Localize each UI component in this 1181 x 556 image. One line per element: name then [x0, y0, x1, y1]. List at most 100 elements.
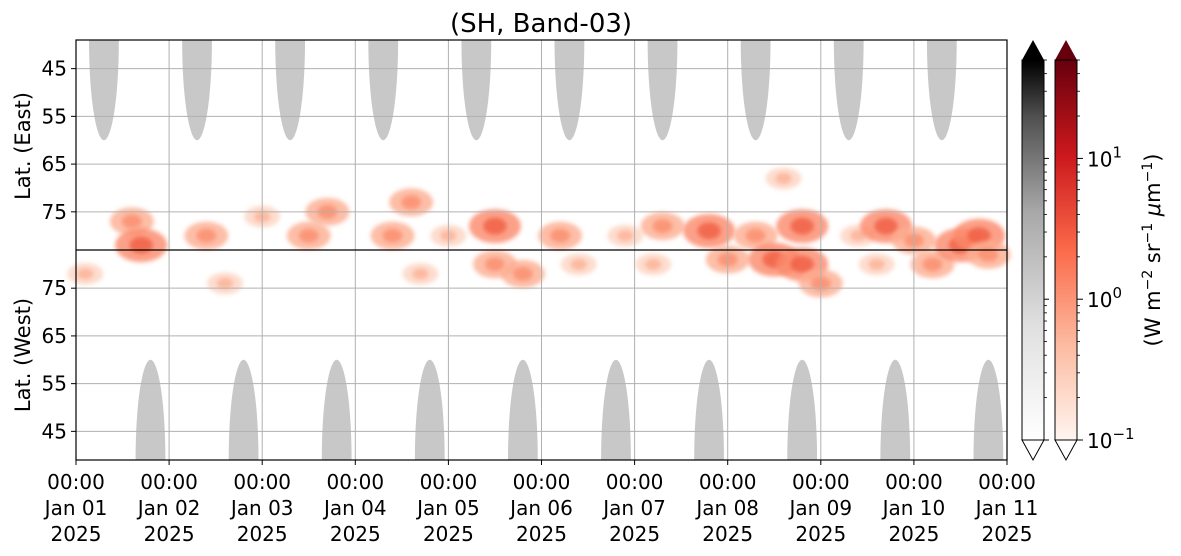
x-tick-time: 00:00 [792, 470, 850, 494]
night-mask-east [182, 40, 212, 141]
y-tick-label: 65 [42, 152, 67, 176]
x-tick-date: Jan 05 [415, 496, 480, 520]
plot-area [67, 40, 1011, 460]
colorbar-tick-exponent: −1 [1112, 425, 1134, 443]
emission-cluster-core [868, 258, 885, 270]
night-mask-west [973, 359, 1004, 460]
x-tick-year: 2025 [982, 522, 1033, 546]
y-ticks: 45 55 65 75 75 65 55 45 [42, 57, 76, 443]
y-tick-label: 45 [42, 57, 67, 81]
night-mask-east [554, 40, 585, 141]
colorbars [1021, 40, 1078, 462]
emission-cluster-core [216, 277, 234, 289]
emission-cluster-core [617, 230, 634, 242]
emission-cluster-core [570, 258, 587, 270]
night-mask-west [135, 359, 166, 460]
night-mask-west [414, 359, 445, 460]
y-tick-label: 65 [42, 324, 67, 348]
x-tick-time: 00:00 [699, 470, 757, 494]
emission-cluster-core [512, 266, 533, 281]
emission-cluster-core [775, 172, 792, 184]
x-tick-date: Jan 07 [601, 496, 666, 520]
x-tick-time: 00:00 [606, 470, 664, 494]
colorbar-tick-label: 101 [1087, 143, 1122, 171]
emission-cluster-core [645, 258, 662, 270]
night-mask-west [787, 359, 818, 460]
emission-cluster-core [978, 247, 999, 262]
y-axis-label-west: Lat. (West) [11, 298, 35, 412]
emission-cluster-core [412, 268, 429, 280]
emission-cluster-core [196, 228, 217, 243]
emission-cluster-core [745, 228, 766, 243]
x-tick-date: Jan 09 [787, 496, 852, 520]
emission-cluster-core [121, 214, 142, 229]
night-mask-east [647, 40, 678, 141]
night-mask-east [833, 40, 864, 141]
x-tick-time: 00:00 [233, 470, 291, 494]
x-tick-time: 00:00 [978, 470, 1036, 494]
x-tick-year: 2025 [795, 522, 846, 546]
night-mask-west [880, 359, 911, 460]
colorbar-label-exp2: −1 [1140, 223, 1156, 244]
emission-cluster-core [790, 217, 814, 235]
x-tick-time: 00:00 [140, 470, 198, 494]
emission-cluster-core [790, 255, 814, 273]
chart-title: (SH, Band-03) [450, 9, 632, 39]
emission-cluster-core [77, 268, 94, 280]
colorbar-label-text: m [1141, 182, 1165, 202]
night-mask-east [368, 40, 399, 141]
night-mask-east [926, 40, 957, 141]
y-tick-label: 45 [42, 419, 67, 443]
x-tick-year: 2025 [423, 522, 474, 546]
x-tick-year: 2025 [330, 522, 381, 546]
x-tick-year: 2025 [609, 522, 660, 546]
emission-cluster-core [129, 236, 153, 254]
colorbar-tick-base: 10 [1087, 429, 1112, 453]
night-mask-west [507, 359, 538, 460]
colorbar-tick-label: 100 [1087, 284, 1122, 312]
night-mask-east [461, 40, 492, 141]
y-tick-label: 55 [42, 104, 67, 128]
greys-colorbar [1021, 59, 1045, 441]
emission-cluster-core [550, 228, 571, 243]
y-tick-label: 75 [42, 200, 67, 224]
night-mask-east [275, 40, 306, 141]
colorbar-label-text: μ [1141, 203, 1165, 223]
night-mask-west [694, 359, 724, 460]
colorbar-tick-base: 10 [1087, 147, 1112, 171]
greys-colorbar-lower-extension [1021, 439, 1045, 462]
x-tick-year: 2025 [702, 522, 753, 546]
x-tick-year: 2025 [516, 522, 567, 546]
night-mask-west [321, 359, 352, 460]
colorbar-label-text: (W m [1141, 290, 1165, 346]
x-tick-time: 00:00 [513, 470, 571, 494]
emission-cluster-core [922, 257, 943, 272]
y-tick-label: 55 [42, 372, 67, 396]
emission-cluster-core [485, 257, 505, 272]
x-tick-year: 2025 [51, 522, 102, 546]
x-tick-year: 2025 [237, 522, 288, 546]
night-mask-east [740, 40, 771, 141]
colorbar-label: (W m−2 sr−1 μm−1) [1140, 154, 1165, 347]
x-tick-date: Jan 08 [694, 496, 759, 520]
night-mask-east [89, 40, 119, 141]
reds-colorbar-lower-extension [1054, 439, 1078, 462]
colorbar-tick-exponent: 0 [1112, 284, 1122, 302]
x-tick-date: Jan 03 [229, 496, 294, 520]
colorbar-tick-label: 10−1 [1087, 425, 1135, 453]
emission-cluster-core [967, 227, 991, 245]
colorbar-tick-exponent: 1 [1112, 143, 1122, 161]
x-tick-date: Jan 06 [508, 496, 573, 520]
x-tick-date: Jan 04 [322, 496, 387, 520]
y-axis-label-east: Lat. (East) [11, 92, 35, 200]
colorbar-label-exp3: −1 [1140, 162, 1156, 183]
greys-colorbar-upper-extension [1022, 40, 1044, 60]
reds-colorbar-upper-extension [1055, 40, 1077, 60]
emission-cluster-core [401, 195, 422, 210]
x-tick-time: 00:00 [326, 470, 384, 494]
emission-cluster-core [697, 222, 721, 240]
x-tick-year: 2025 [144, 522, 195, 546]
